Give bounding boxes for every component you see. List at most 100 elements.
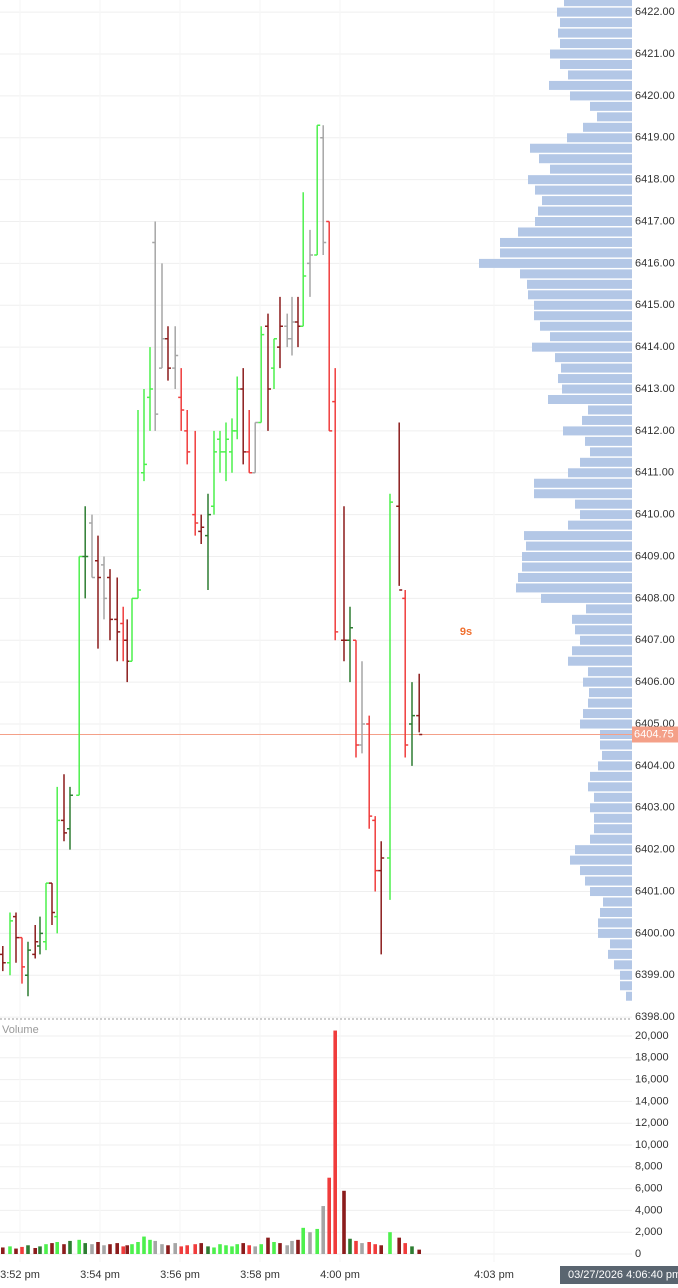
volume-bar — [68, 1240, 72, 1254]
volume-bar — [321, 1206, 325, 1254]
profile-bar — [555, 353, 632, 363]
profile-bar — [575, 499, 632, 509]
volume-tick-label: 2,000 — [635, 1226, 663, 1238]
x-tick-label: 3:58 pm — [240, 1269, 280, 1281]
ohlc-bar — [147, 347, 153, 431]
x-tick-label: 4:03 pm — [474, 1269, 514, 1281]
countdown: 9s — [460, 626, 472, 638]
profile-bar — [580, 510, 632, 520]
volume-bar — [410, 1246, 414, 1254]
volume-bar — [173, 1243, 177, 1254]
volume-bar — [367, 1242, 371, 1254]
ohlc-bar — [172, 326, 179, 390]
profile-bar — [528, 290, 632, 300]
ohlc-bar — [307, 229, 313, 297]
ohlc-bar — [13, 912, 19, 963]
y-tick-label: 6422.00 — [635, 6, 675, 18]
profile-bar — [589, 688, 632, 698]
profile-bar — [583, 709, 632, 719]
ohlc-bar — [54, 786, 61, 934]
volume-bar — [308, 1232, 312, 1254]
y-tick-label: 6398.00 — [635, 1011, 675, 1023]
ohlc-bar — [271, 338, 277, 390]
ohlc-bar — [107, 569, 113, 641]
profile-bar — [580, 635, 632, 645]
y-tick-label: 6401.00 — [635, 885, 675, 897]
profile-bar — [580, 719, 632, 729]
volume-bar — [247, 1245, 251, 1254]
profile-bar — [583, 677, 632, 687]
ohlc-bar — [347, 606, 353, 683]
profile-bar — [535, 217, 632, 227]
profile-bar — [585, 436, 632, 446]
volume-bar — [136, 1242, 140, 1254]
volume-bar — [185, 1245, 189, 1254]
ohlc-bar — [178, 368, 185, 431]
y-tick-label: 6419.00 — [635, 132, 675, 144]
volume-bar — [218, 1244, 222, 1254]
volume-bar — [354, 1240, 358, 1254]
volume-bar — [266, 1237, 270, 1254]
volume-bar — [115, 1243, 119, 1254]
profile-bar — [530, 143, 632, 153]
y-tick-label: 6408.00 — [635, 592, 675, 604]
volume-bar — [130, 1244, 134, 1254]
profile-bar — [572, 614, 632, 624]
volume-bar — [26, 1245, 30, 1254]
ohlc-bar — [32, 925, 39, 959]
profile-bar — [534, 489, 632, 499]
profile-bar — [567, 133, 632, 143]
volume-tick-label: 18,000 — [635, 1052, 669, 1064]
profile-bar — [520, 269, 632, 279]
ohlc-bar — [82, 506, 89, 599]
profile-bar — [518, 227, 632, 237]
volume-bar — [315, 1228, 319, 1254]
y-tick-label: 6402.00 — [635, 844, 675, 856]
y-tick-label: 6403.00 — [635, 802, 675, 814]
profile-bar — [602, 750, 632, 760]
last-price-label: 6404.75 — [634, 728, 674, 740]
last-price-box — [632, 726, 678, 743]
profile-bar — [500, 237, 632, 247]
volume-bar — [278, 1243, 282, 1254]
volume-bar — [235, 1244, 239, 1254]
y-tick-label: 6411.00 — [635, 467, 674, 479]
volume-bar — [1, 1247, 5, 1254]
profile-bar — [550, 332, 632, 342]
profile-bar — [582, 415, 632, 425]
volume-bar — [193, 1244, 197, 1254]
profile-bar — [610, 939, 632, 949]
profile-bar — [534, 311, 632, 321]
volume-bar — [296, 1239, 300, 1254]
ohlc-bar — [289, 296, 295, 356]
volume-bar — [179, 1246, 183, 1254]
ohlc-bar — [277, 296, 283, 369]
volume-bar — [272, 1242, 276, 1254]
profile-bar — [585, 876, 632, 886]
profile-bar — [541, 593, 632, 603]
ohlc-bar — [129, 597, 135, 662]
volume-bar — [142, 1236, 146, 1254]
profile-bar — [568, 70, 632, 80]
ohlc-bar — [416, 673, 423, 736]
volume-tick-label: 4,000 — [635, 1204, 663, 1216]
ohlc-bar — [409, 682, 415, 766]
profile-bar — [575, 625, 632, 635]
ohlc-bar — [246, 409, 253, 474]
profile-bar — [594, 824, 632, 834]
profile-bar — [614, 960, 632, 970]
y-tick-label: 6406.00 — [635, 676, 675, 688]
volume-bar — [333, 1030, 337, 1254]
profile-bar — [562, 384, 632, 394]
ohlc-bar — [252, 421, 259, 474]
profile-bar — [527, 279, 632, 289]
profile-bar — [572, 646, 632, 656]
y-tick-label: 6421.00 — [635, 48, 675, 60]
profile-bar — [603, 897, 632, 907]
volume-bar — [125, 1245, 129, 1254]
volume-bar — [160, 1244, 164, 1254]
volume-tick-label: 10,000 — [635, 1139, 669, 1151]
y-tick-label: 6415.00 — [635, 299, 675, 311]
profile-bar — [590, 834, 632, 844]
volume-tick-label: 16,000 — [635, 1074, 669, 1086]
